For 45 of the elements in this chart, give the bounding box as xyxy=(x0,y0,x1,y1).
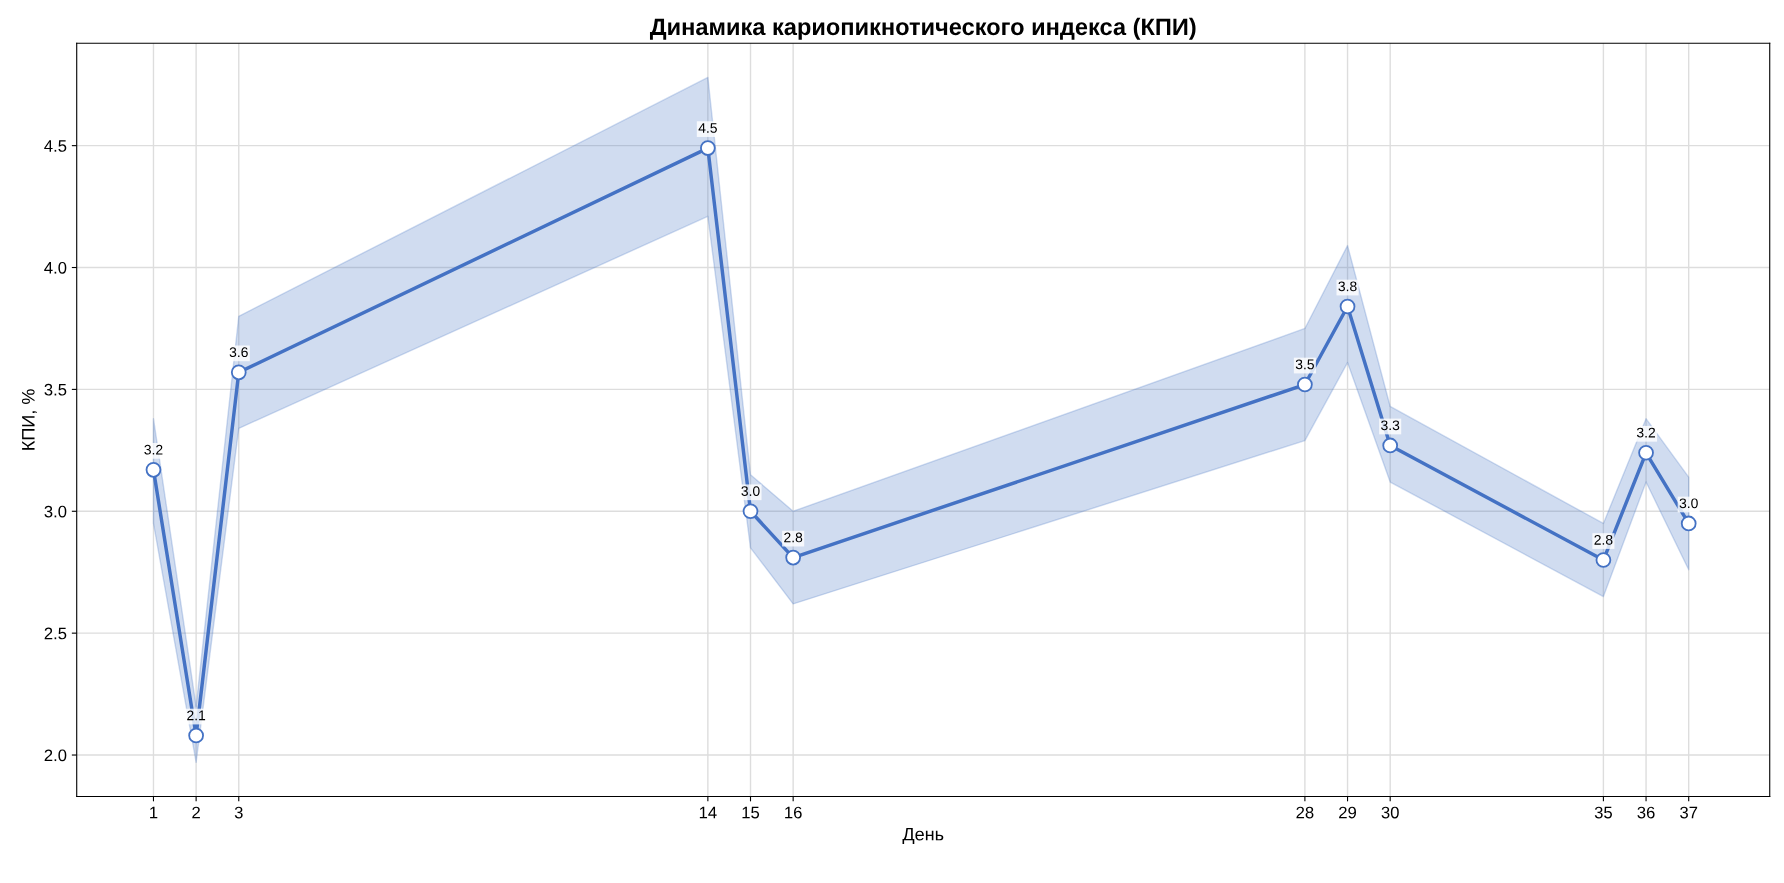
x-tick-label: 30 xyxy=(1381,806,1399,819)
point xyxy=(1680,515,1697,532)
data-label: 4.5 xyxy=(698,123,717,133)
data-label: 3.5 xyxy=(1295,359,1314,370)
x-tick-label: 2 xyxy=(192,806,200,819)
point xyxy=(188,727,204,744)
point xyxy=(1339,298,1356,315)
data-label: 3.2 xyxy=(1636,427,1656,438)
data-label: 3.3 xyxy=(1381,420,1400,431)
point xyxy=(1297,376,1313,393)
y-axis-title: КПИ, % xyxy=(21,389,37,450)
point xyxy=(1595,552,1612,568)
x-tick-label: 29 xyxy=(1339,806,1357,819)
data-label: 3.0 xyxy=(1679,498,1698,509)
x-axis-title: День xyxy=(902,827,944,844)
point xyxy=(700,140,716,156)
point xyxy=(145,461,162,478)
data-label: 2.8 xyxy=(1594,534,1613,545)
chart-title: Динамика кариопикнотического индекса (КПИ) xyxy=(649,17,1196,40)
point xyxy=(785,549,802,566)
data-label: 3.8 xyxy=(1338,281,1357,292)
y-tick-label: 2.0 xyxy=(44,749,67,762)
x-tick-label: 16 xyxy=(785,806,802,819)
x-tick-label: 14 xyxy=(699,806,717,819)
point xyxy=(742,503,759,520)
x-tick-label: 36 xyxy=(1637,806,1655,819)
x-tick-label: 1 xyxy=(150,806,158,819)
point xyxy=(1382,437,1399,454)
y-tick-label: 2.5 xyxy=(44,627,67,640)
y-tick-label: 3.5 xyxy=(44,383,67,396)
x-tick-label: 37 xyxy=(1680,806,1698,819)
data-label: 3.0 xyxy=(741,486,760,497)
x-tick-label: 15 xyxy=(742,806,760,819)
x-tick-label: 35 xyxy=(1594,806,1612,819)
y-tick-label: 4.5 xyxy=(44,140,67,152)
data-label: 3.6 xyxy=(229,347,248,358)
data-label: 2.1 xyxy=(187,710,206,721)
point xyxy=(230,364,247,381)
y-tick-label: 4.0 xyxy=(44,261,67,274)
data-label: 2.8 xyxy=(784,532,803,543)
x-tick-label: 28 xyxy=(1296,806,1314,819)
y-tick-label: 3.0 xyxy=(44,505,67,518)
point xyxy=(1638,444,1654,461)
x-tick-label: 3 xyxy=(234,806,243,819)
data-label: 3.2 xyxy=(144,444,163,455)
